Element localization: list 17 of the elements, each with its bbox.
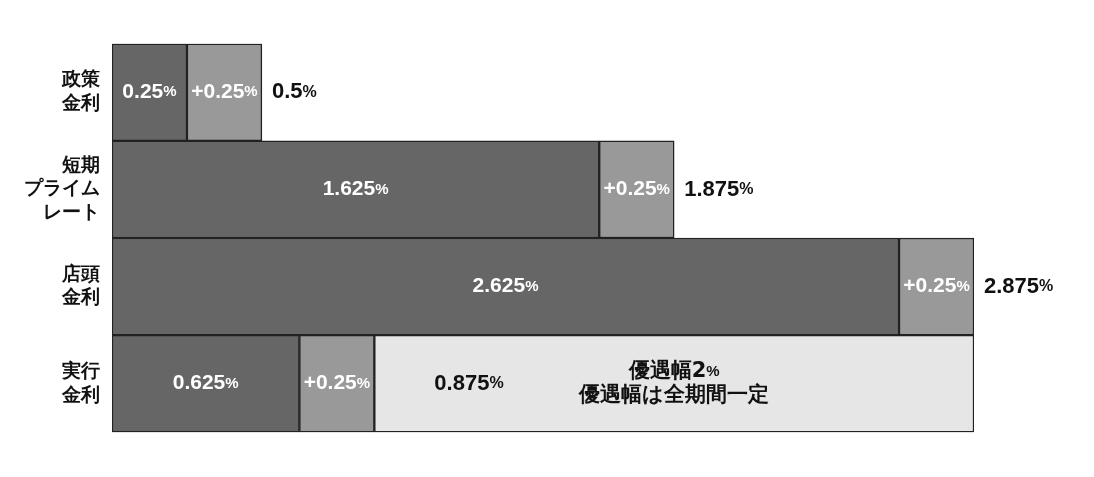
y-tick-label: 短期プライムレート (24, 152, 100, 223)
annotation: 0.875% (434, 369, 504, 395)
data-label: +0.25% (603, 176, 670, 200)
data-label: 0.625% (172, 370, 239, 394)
data-label: 0.25% (122, 79, 177, 103)
data-label: +0.25% (903, 273, 970, 297)
data-label: 優遇幅2% 優遇幅は全期間一定 (578, 358, 770, 407)
data-label: +0.25% (303, 370, 371, 394)
total-label: 2.875% (984, 272, 1054, 298)
total-label: 0.5% (271, 78, 317, 104)
data-label: 2.625% (472, 273, 539, 297)
y-tick-label: 政策金利 (61, 67, 100, 114)
data-label: +0.25% (191, 79, 258, 103)
y-tick-label: 実行金利 (61, 358, 100, 405)
data-label: 1.625% (322, 176, 389, 200)
total-label: 1.875% (684, 175, 754, 201)
y-tick-label: 店頭金利 (61, 261, 100, 308)
